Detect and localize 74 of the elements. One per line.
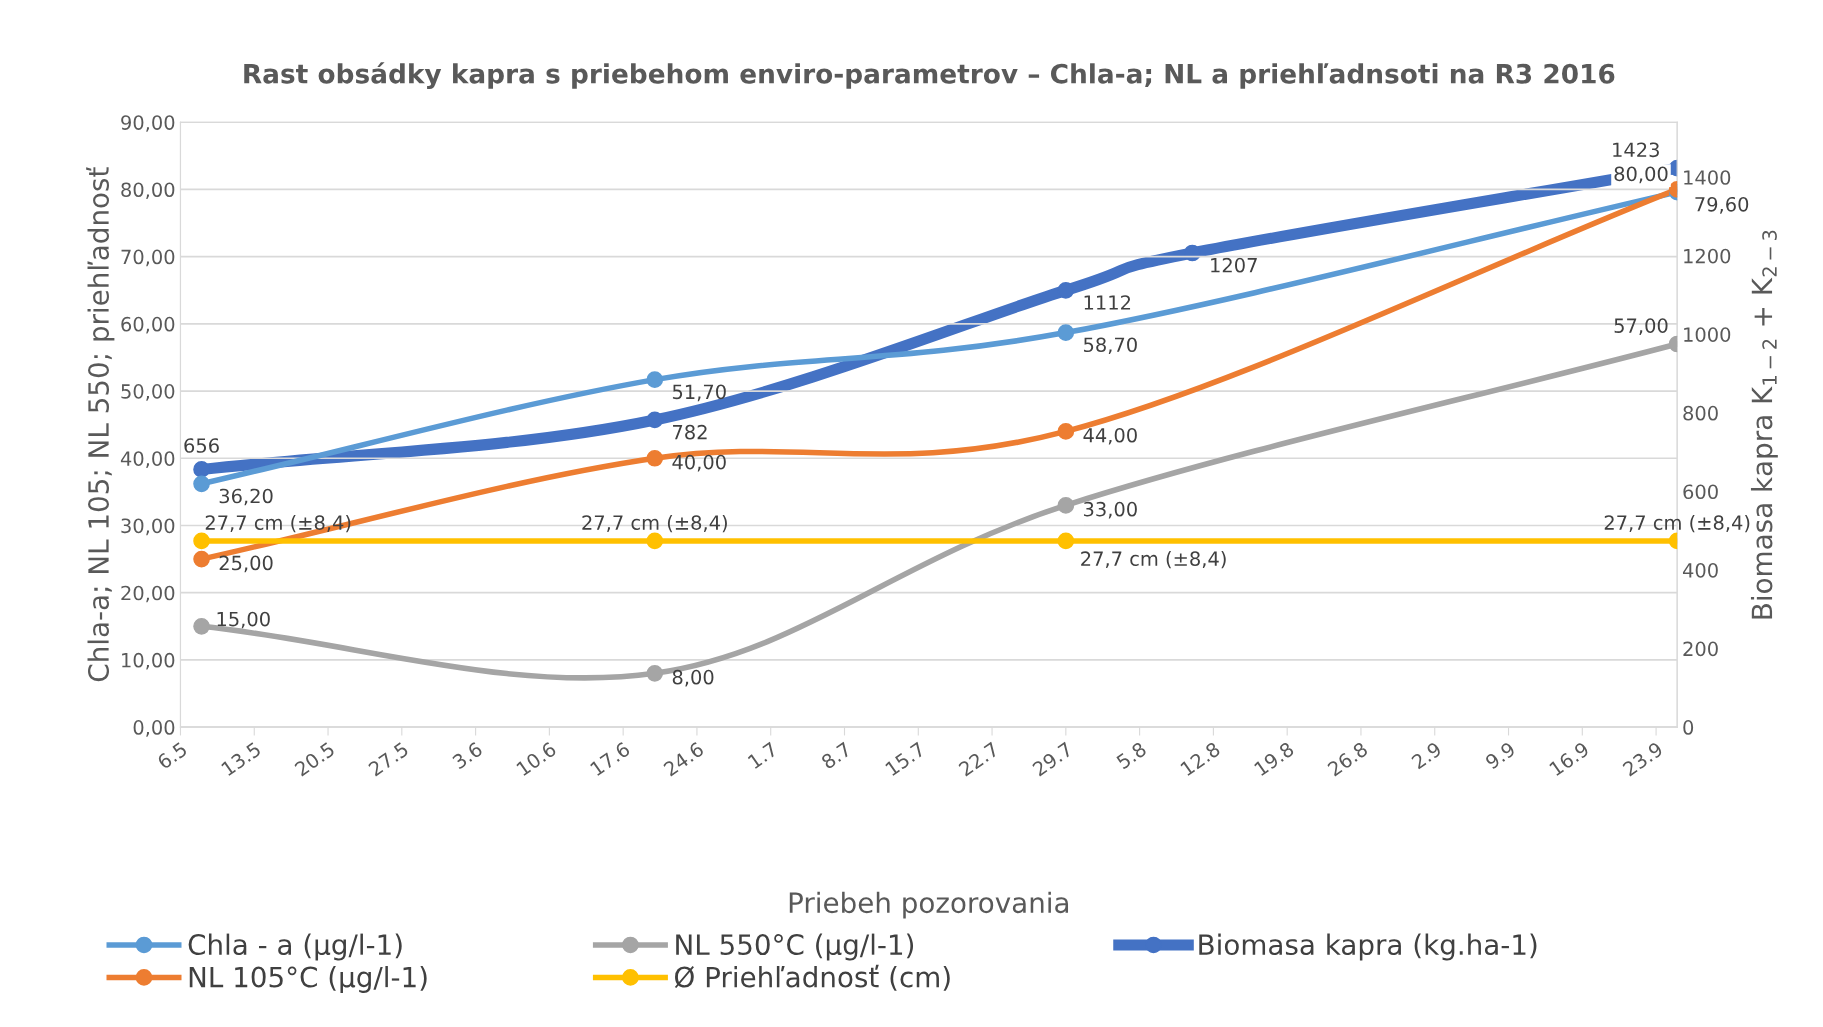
x-tick-label: 5.8 xyxy=(1115,741,1148,770)
data-label: 44,00 xyxy=(1083,427,1137,445)
data-label: 782 xyxy=(673,424,707,440)
point xyxy=(193,461,210,478)
data-label: 1112 xyxy=(1084,295,1131,310)
data-label: 33,00 xyxy=(1083,501,1137,519)
y-tick-label: 20,00 xyxy=(121,585,175,603)
point xyxy=(1057,496,1075,514)
data-label: 27,7 cm (±8,4) xyxy=(582,514,727,533)
data-label: 1207 xyxy=(1211,257,1257,273)
point xyxy=(193,617,210,635)
data-label: 25,00 xyxy=(219,555,273,573)
data-label: 80,00 xyxy=(1614,166,1668,184)
data-label: 36,20 xyxy=(219,488,273,506)
point xyxy=(646,665,664,682)
point xyxy=(193,550,210,568)
x-tick-label: 9.9 xyxy=(1484,741,1517,770)
legend-label: Ø Priehľadnosť (cm) xyxy=(674,964,950,991)
y-axis-title: Chla-a; NL 105; NL 550; priehľadnosť xyxy=(86,167,115,682)
y-tick-label: 10,00 xyxy=(122,652,175,670)
y2-tick-label: 800 xyxy=(1683,405,1718,421)
y-tick-label: 40,00 xyxy=(120,451,175,468)
point xyxy=(1057,532,1075,550)
legend-label: NL 105°C (µg/l-1) xyxy=(189,966,427,993)
legend-label: Biomasa kapra (kg.ha-1) xyxy=(1199,933,1537,961)
x-tick-label: 3.6 xyxy=(451,741,484,770)
data-label: 15,00 xyxy=(217,611,270,629)
x-tick-label: 1.7 xyxy=(747,741,778,769)
point xyxy=(193,532,210,550)
y-tick-label: 60,00 xyxy=(121,316,175,334)
y-tick-label: 50,00 xyxy=(121,384,175,401)
point xyxy=(1183,244,1201,262)
x-axis-title: Priebeh pozorovania xyxy=(789,891,1069,919)
data-label: 57,00 xyxy=(1614,318,1668,335)
point xyxy=(646,532,664,550)
y2-tick-label: 400 xyxy=(1682,562,1718,578)
y-tick-label: 30,00 xyxy=(121,518,175,536)
y-tick-label: 90,00 xyxy=(121,115,175,132)
legend-label: NL 550°C (µg/l-1) xyxy=(676,933,914,961)
x-tick-label: 8.7 xyxy=(820,741,852,770)
data-label: 58,70 xyxy=(1084,337,1137,355)
x-tick-label: 16.9 xyxy=(1548,741,1590,777)
x-tick-label: 6.5 xyxy=(156,741,188,770)
point xyxy=(1057,423,1075,440)
point xyxy=(1057,281,1075,299)
y2-tick-label: 1400 xyxy=(1684,170,1731,185)
data-label: 79,60 xyxy=(1695,196,1749,214)
data-label: 8,00 xyxy=(672,669,714,687)
point xyxy=(646,371,664,388)
point xyxy=(1057,324,1075,341)
y2-tick-label: 1000 xyxy=(1684,327,1731,342)
y2-tick-label: 1200 xyxy=(1684,248,1731,264)
point xyxy=(193,475,210,493)
point xyxy=(646,449,664,467)
y2-tick-label: 200 xyxy=(1683,641,1718,657)
data-label: 27,7 cm (±8,4) xyxy=(1604,514,1750,533)
y-tick-label: 70,00 xyxy=(121,249,175,267)
data-label: 27,7 cm (±8,4) xyxy=(1081,551,1226,569)
y2-tick-label: 0 xyxy=(1683,720,1694,735)
legend-label: Chla - a (µg/l-1) xyxy=(188,933,402,961)
x-tick-label: 12.8 xyxy=(1179,741,1221,777)
x-tick-label: 2.9 xyxy=(1410,741,1443,770)
y2-tick-label: 600 xyxy=(1683,484,1718,500)
y-tick-label: 80,00 xyxy=(121,182,175,200)
data-label: 27,7 cm (±8,4) xyxy=(205,514,351,533)
data-label: 1423 xyxy=(1613,142,1659,158)
y-tick-label: 0,00 xyxy=(133,720,175,737)
y2-axis-title: Biomasa kapra K$_{1−2}$ + K$_{2−3}$ xyxy=(1750,230,1778,619)
point xyxy=(646,411,664,429)
data-label: 40,00 xyxy=(672,454,726,472)
x-tick-label: 19.8 xyxy=(1253,741,1295,777)
data-label: 51,70 xyxy=(672,384,726,402)
data-label: 656 xyxy=(184,438,219,453)
chart-title: Rast obsádky kapra s priebehom enviro-parametrov – Chla-a; NL a priehľadnsoti na R3 2016 xyxy=(244,62,1615,90)
